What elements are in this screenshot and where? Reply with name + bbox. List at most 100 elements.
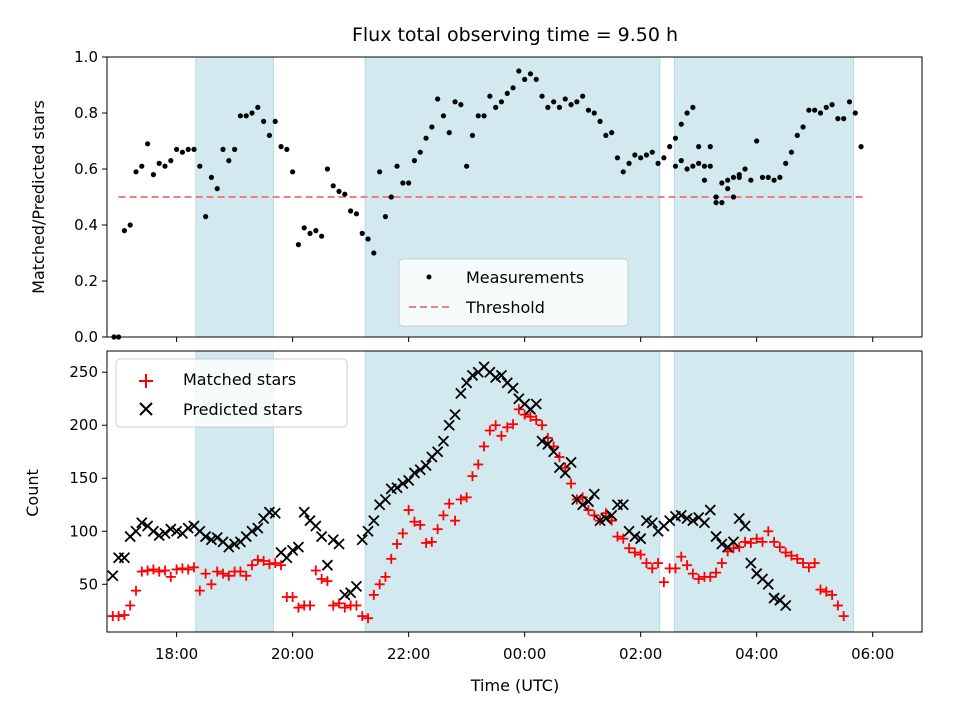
measurement-point — [394, 163, 400, 169]
measurement-point — [266, 132, 273, 138]
matched-stars-point — [647, 563, 658, 574]
matched-stars-point — [461, 492, 472, 503]
measurement-point — [690, 163, 696, 169]
matched-stars-point — [705, 571, 716, 582]
predicted-stars-point — [617, 499, 629, 511]
measurement-point — [678, 158, 684, 164]
matched-stars-point — [450, 515, 461, 526]
measurement-point — [626, 160, 632, 166]
matched-stars-point — [455, 494, 466, 505]
predicted-stars-point — [356, 534, 368, 546]
measurement-point — [342, 191, 348, 197]
predicted-stars-point — [414, 464, 426, 476]
matched-stars-point — [815, 584, 826, 595]
matched-stars-point — [160, 565, 171, 576]
matched-stars-point — [305, 600, 316, 611]
predicted-stars-point — [600, 512, 612, 525]
legend-label-measurements: Measurements — [466, 268, 584, 287]
matched-stars-point — [612, 531, 623, 542]
count-legend-box — [115, 358, 348, 428]
measurement-point — [684, 110, 690, 116]
measurement-point — [510, 85, 516, 91]
measurement-point — [539, 93, 545, 99]
matched-stars-point — [171, 564, 182, 575]
measurement-point — [168, 158, 174, 164]
matched-stars-point — [769, 536, 780, 547]
predicted-stars-point — [310, 520, 322, 532]
matched-stars-point — [676, 551, 687, 562]
predicted-stars-point — [698, 517, 711, 529]
count-y-label: Count — [23, 469, 42, 517]
measurement-point — [788, 149, 795, 155]
predicted-stars-point — [536, 435, 548, 447]
matched-stars-point — [693, 573, 704, 584]
predicted-stars-point — [542, 438, 554, 450]
matched-stars-point — [374, 579, 385, 590]
y-tick-label: 50 — [79, 575, 98, 593]
y-tick-label: 0.4 — [74, 216, 98, 234]
measurement-point — [469, 132, 476, 138]
matched-stars-point — [827, 589, 838, 600]
matched-stars-point — [687, 568, 698, 579]
matched-stars-point — [444, 498, 455, 509]
measurement-point — [481, 113, 487, 119]
measurement-point — [127, 222, 133, 228]
matched-stars-point — [177, 563, 188, 574]
matched-stars-point — [670, 563, 681, 574]
predicted-stars-point — [321, 559, 334, 571]
measurement-point — [568, 102, 574, 108]
matched-stars-point — [780, 547, 791, 558]
matched-stars-point — [740, 536, 751, 547]
ratio-panel: 0.0 0.2 0.4 0.6 0.8 1.0 Matched/Predicted sta… — [29, 48, 923, 346]
matched-stars-point — [136, 566, 147, 577]
matched-stars-point — [745, 537, 756, 548]
measurement-point — [556, 104, 563, 110]
matched-stars-point — [809, 558, 820, 569]
matched-stars-point — [270, 558, 281, 569]
measurement-point — [777, 174, 783, 180]
matched-stars-point — [560, 462, 571, 473]
predicted-stars-point — [327, 534, 339, 546]
measurement-point — [226, 158, 232, 164]
matched-stars-point — [183, 564, 194, 575]
x-axis-label: Time (UTC) — [470, 676, 559, 695]
predicted-stars-point — [403, 474, 415, 487]
measurement-point — [713, 194, 719, 200]
predicted-stars-point — [443, 419, 455, 431]
matched-stars-point — [583, 505, 594, 516]
measurement-point — [203, 214, 209, 220]
matched-stars-point — [658, 577, 669, 588]
predicted-stars-point — [437, 435, 450, 447]
measurement-point — [139, 163, 145, 169]
measurement-point — [551, 99, 557, 105]
matched-stars-point — [432, 524, 443, 535]
matched-stars-point — [618, 533, 629, 544]
matched-stars-point — [247, 560, 258, 571]
predicted-stars-point — [130, 525, 142, 537]
measurement-point — [179, 149, 186, 155]
measurement-point — [817, 110, 824, 116]
measurement-point — [574, 99, 580, 105]
y-tick-label: 1.0 — [74, 48, 98, 66]
measurement-point — [377, 169, 383, 175]
measurement-point — [829, 102, 835, 108]
matched-stars-point — [426, 536, 437, 547]
matched-stars-point — [339, 602, 350, 613]
matched-stars-point — [334, 598, 345, 609]
matched-stars-point — [554, 452, 565, 463]
matched-stars-point — [322, 576, 333, 587]
measurement-point — [585, 107, 592, 113]
measurement-point — [591, 110, 597, 116]
matched-stars-point — [641, 558, 652, 569]
predicted-stars-point — [461, 377, 473, 389]
matched-stars-point — [502, 422, 513, 433]
measurement-point — [446, 130, 452, 136]
x-tick-label: 04:00 — [735, 645, 778, 663]
measurement-point — [783, 160, 789, 166]
measurement-point — [516, 68, 522, 74]
measurement-point — [730, 194, 737, 200]
measurement-point — [423, 135, 429, 141]
matched-stars-point — [125, 600, 136, 611]
predicted-stars-point — [199, 530, 212, 543]
measurement-point — [487, 93, 493, 99]
